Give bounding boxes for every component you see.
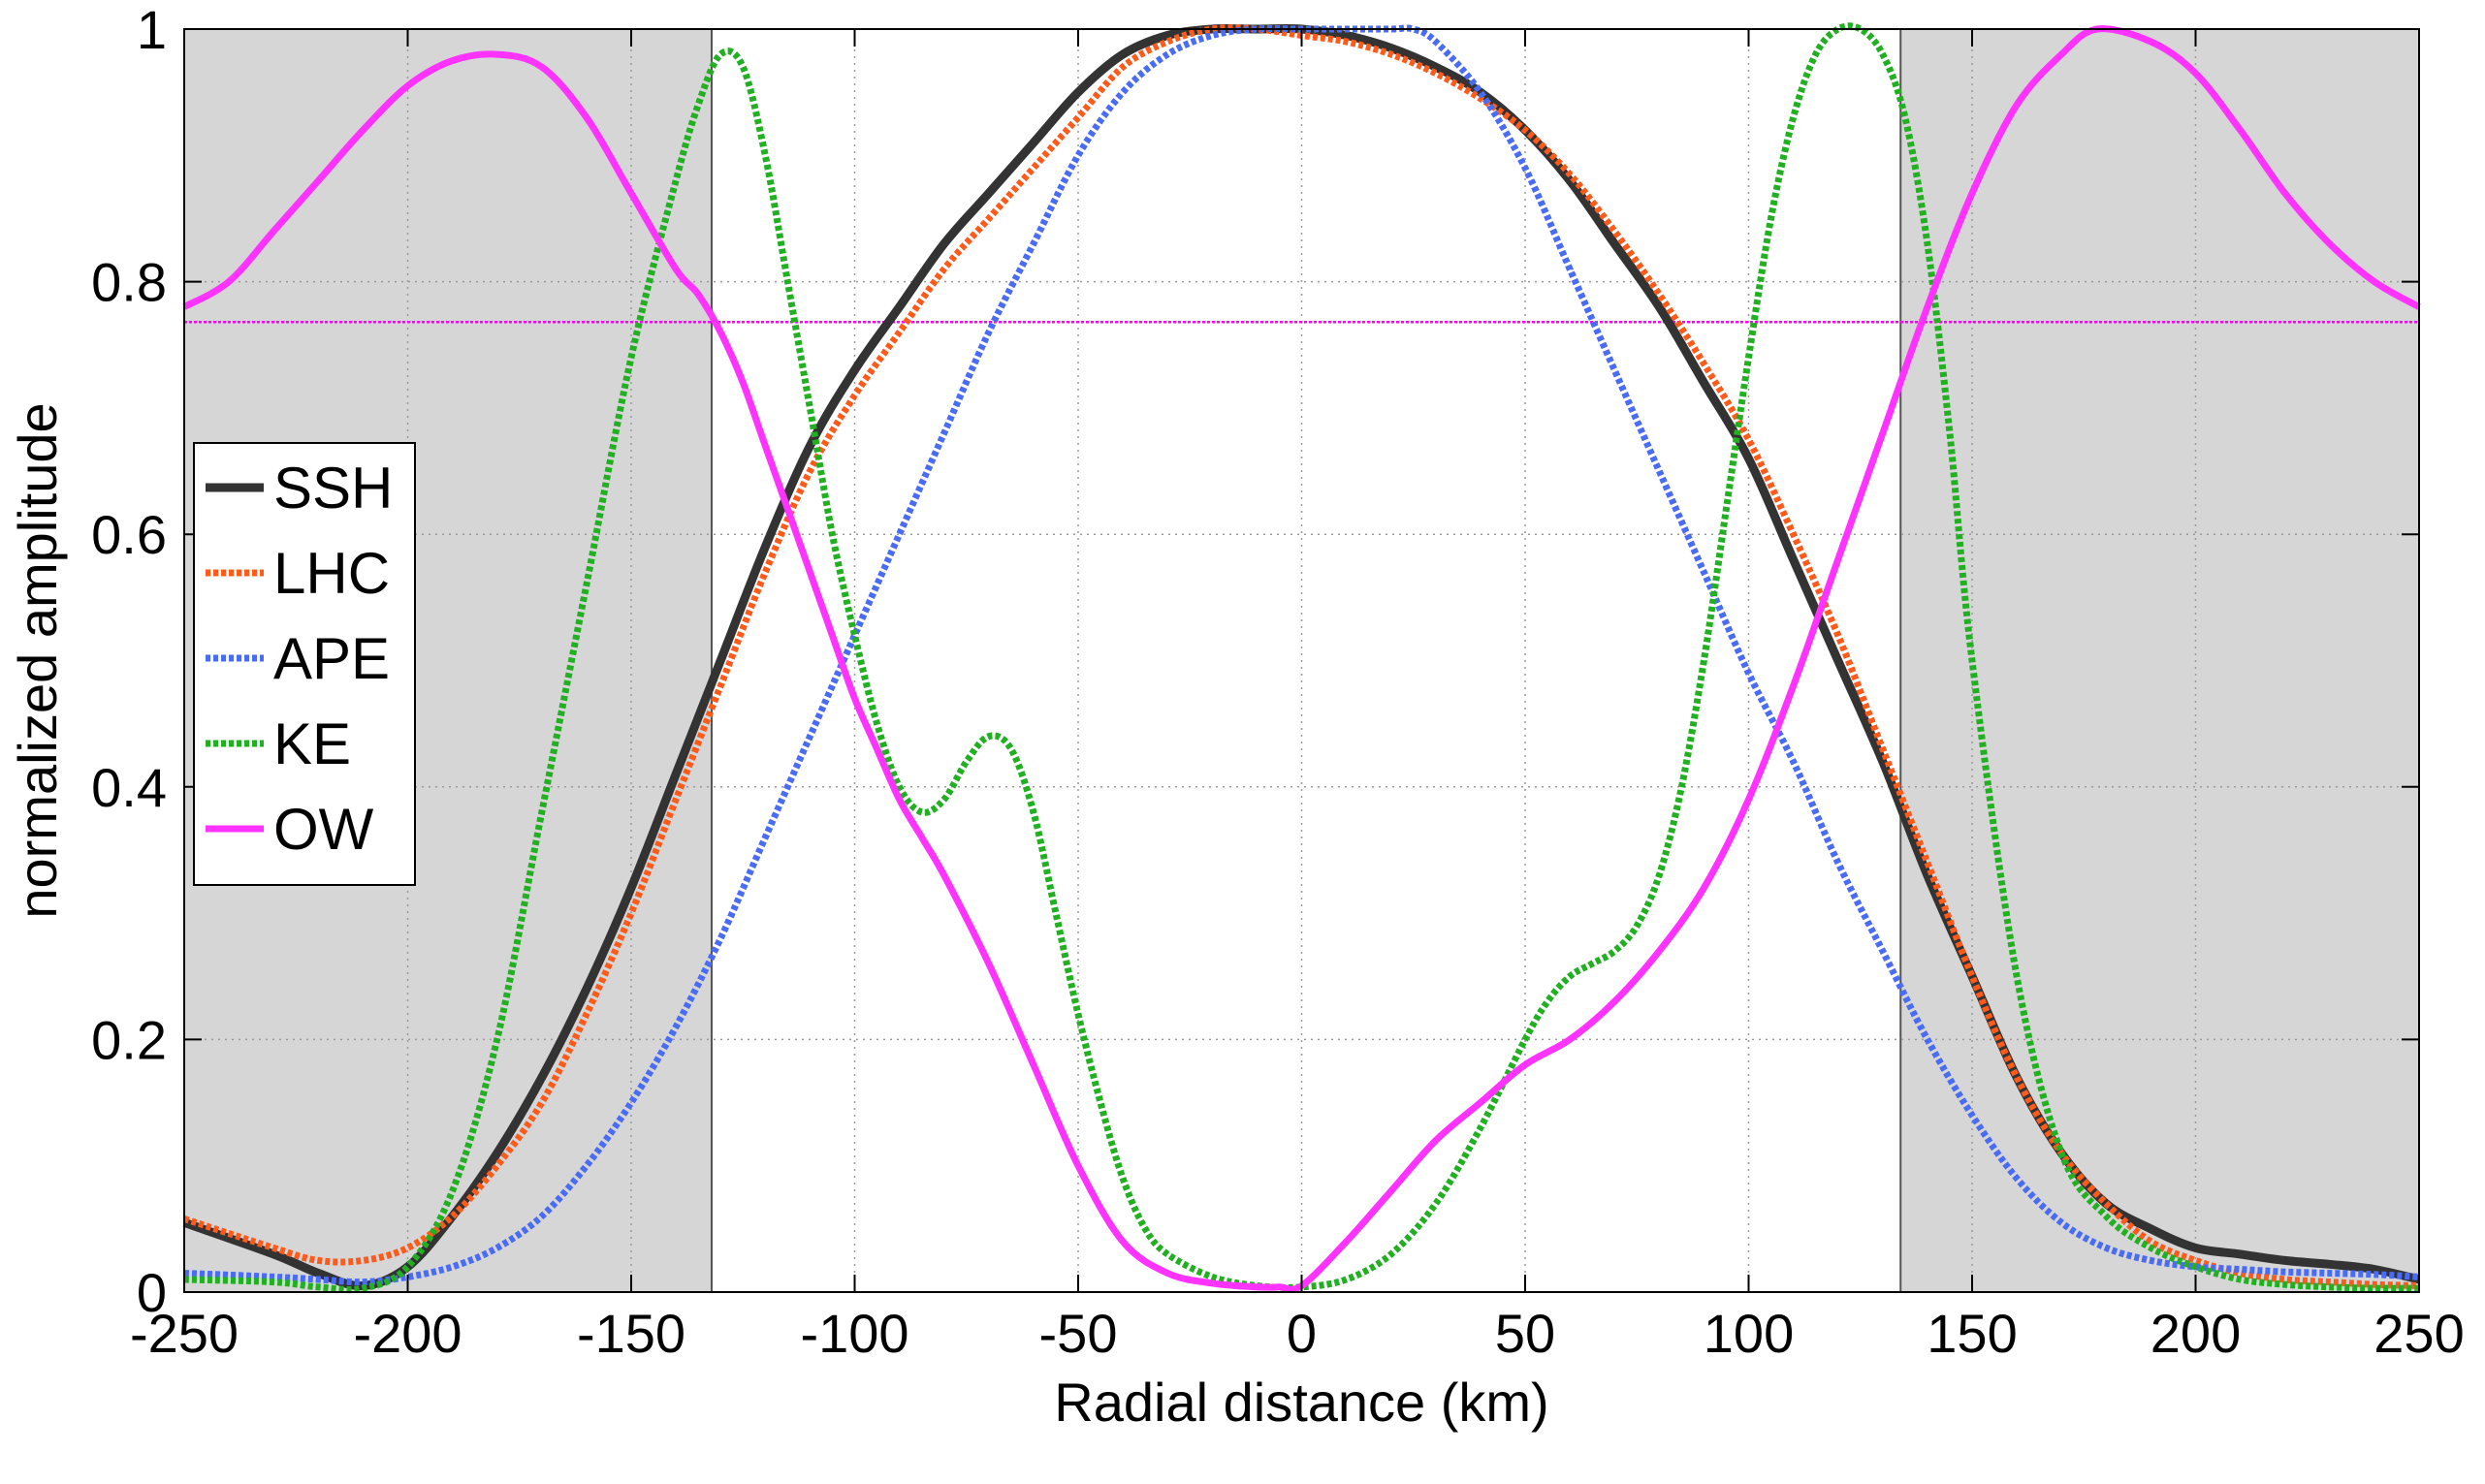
series-line-ke [183,22,2420,1294]
y-tick-label: 0.4 [91,757,167,818]
x-tick-label: 150 [1927,1303,2017,1364]
shaded-region-1 [1900,29,2419,1292]
legend-label-lhc: LHC [273,541,390,606]
x-tick-label: 50 [1495,1303,1555,1364]
legend-box [193,442,416,886]
legend-label-ssh: SSH [273,456,393,521]
series-line-lhc [182,24,2420,1289]
x-tick-label: -150 [577,1303,685,1364]
y-tick-labels: 0 0.2 0.4 0.6 0.8 1 [91,0,167,1323]
x-tick-label: 250 [2373,1303,2464,1364]
legend-label-ow: OW [273,797,374,862]
x-tick-label: -100 [800,1303,908,1364]
y-tick-label: 0.2 [91,1009,167,1070]
x-tick-label: -250 [130,1303,239,1364]
legend-label-ape: APE [273,626,390,691]
y-tick-label: 0.6 [91,504,167,565]
legend: SSH LHC APE KE OW [193,442,416,886]
x-axis-label: Radial distance (km) [1054,1372,1548,1433]
y-tick-label: 0.8 [91,252,167,313]
y-tick-label: 0 [137,1262,167,1323]
legend-label-ke: KE [273,711,351,776]
shaded-regions [184,29,2419,1292]
x-tick-label: 0 [1287,1303,1317,1364]
y-tick-label: 1 [137,0,167,60]
x-tick-label: 200 [2150,1303,2241,1364]
grid [184,29,2419,1292]
y-axis-label: normalized amplitude [7,402,68,918]
x-tick-label: -200 [353,1303,462,1364]
x-tick-label: 100 [1704,1303,1794,1364]
x-tick-label: -50 [1039,1303,1118,1364]
series-line-ow [182,25,2421,1293]
x-tick-labels: -250 -200 -150 -100 -50 0 50 100 150 200 250 [130,1303,2465,1364]
